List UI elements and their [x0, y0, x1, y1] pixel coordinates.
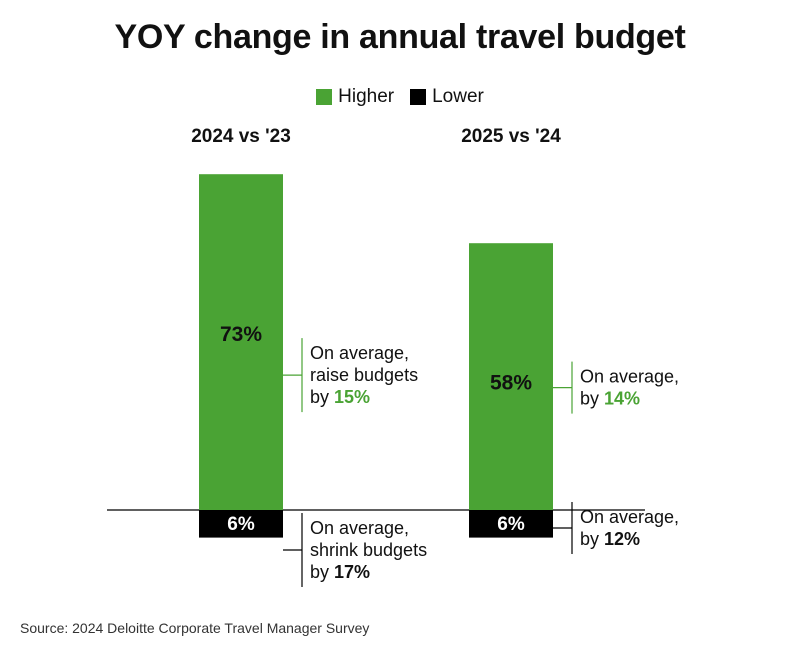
bar-lower-1 [469, 510, 553, 538]
legend: Higher Lower [0, 86, 800, 108]
bar-higher-0 [199, 174, 283, 510]
chart-title: YOY change in annual travel budget [114, 18, 686, 56]
annotation-text-higher-0-2: by 15% [310, 387, 370, 407]
source-note: Source: 2024 Deloitte Corporate Travel M… [20, 620, 370, 636]
legend-item-lower: Lower [410, 86, 484, 108]
legend-item-higher: Higher [316, 86, 394, 108]
annotation-text-higher-0-0: On average, [310, 343, 409, 363]
annotation-text-lower-1-0: On average, [580, 507, 679, 527]
annotation-text-higher-0-1: raise budgets [310, 365, 418, 385]
annotation-text-higher-1-1: by 14% [580, 389, 640, 409]
data-label-higher-0: 73% [220, 323, 262, 346]
legend-label-higher: Higher [338, 86, 395, 107]
annotation-text-lower-0-1: shrink budgets [310, 540, 427, 560]
legend-swatch-lower [410, 89, 427, 105]
annotation-text-higher-1-0: On average, [580, 367, 679, 387]
annotation-text-lower-1-1: by 12% [580, 529, 640, 549]
data-label-lower-0: 6% [227, 514, 255, 535]
bar-higher-1 [469, 243, 553, 510]
category-label-0: 2024 vs '23 [191, 126, 291, 147]
legend-swatch-higher [316, 89, 333, 105]
data-label-lower-1: 6% [497, 514, 525, 535]
category-label-1: 2025 vs '24 [461, 126, 561, 147]
annotation-text-lower-0-0: On average, [310, 518, 409, 538]
legend-label-lower: Lower [432, 86, 484, 107]
annotation-text-lower-0-2: by 17% [310, 562, 370, 582]
data-label-higher-1: 58% [490, 372, 532, 395]
bar-lower-0 [199, 510, 283, 538]
